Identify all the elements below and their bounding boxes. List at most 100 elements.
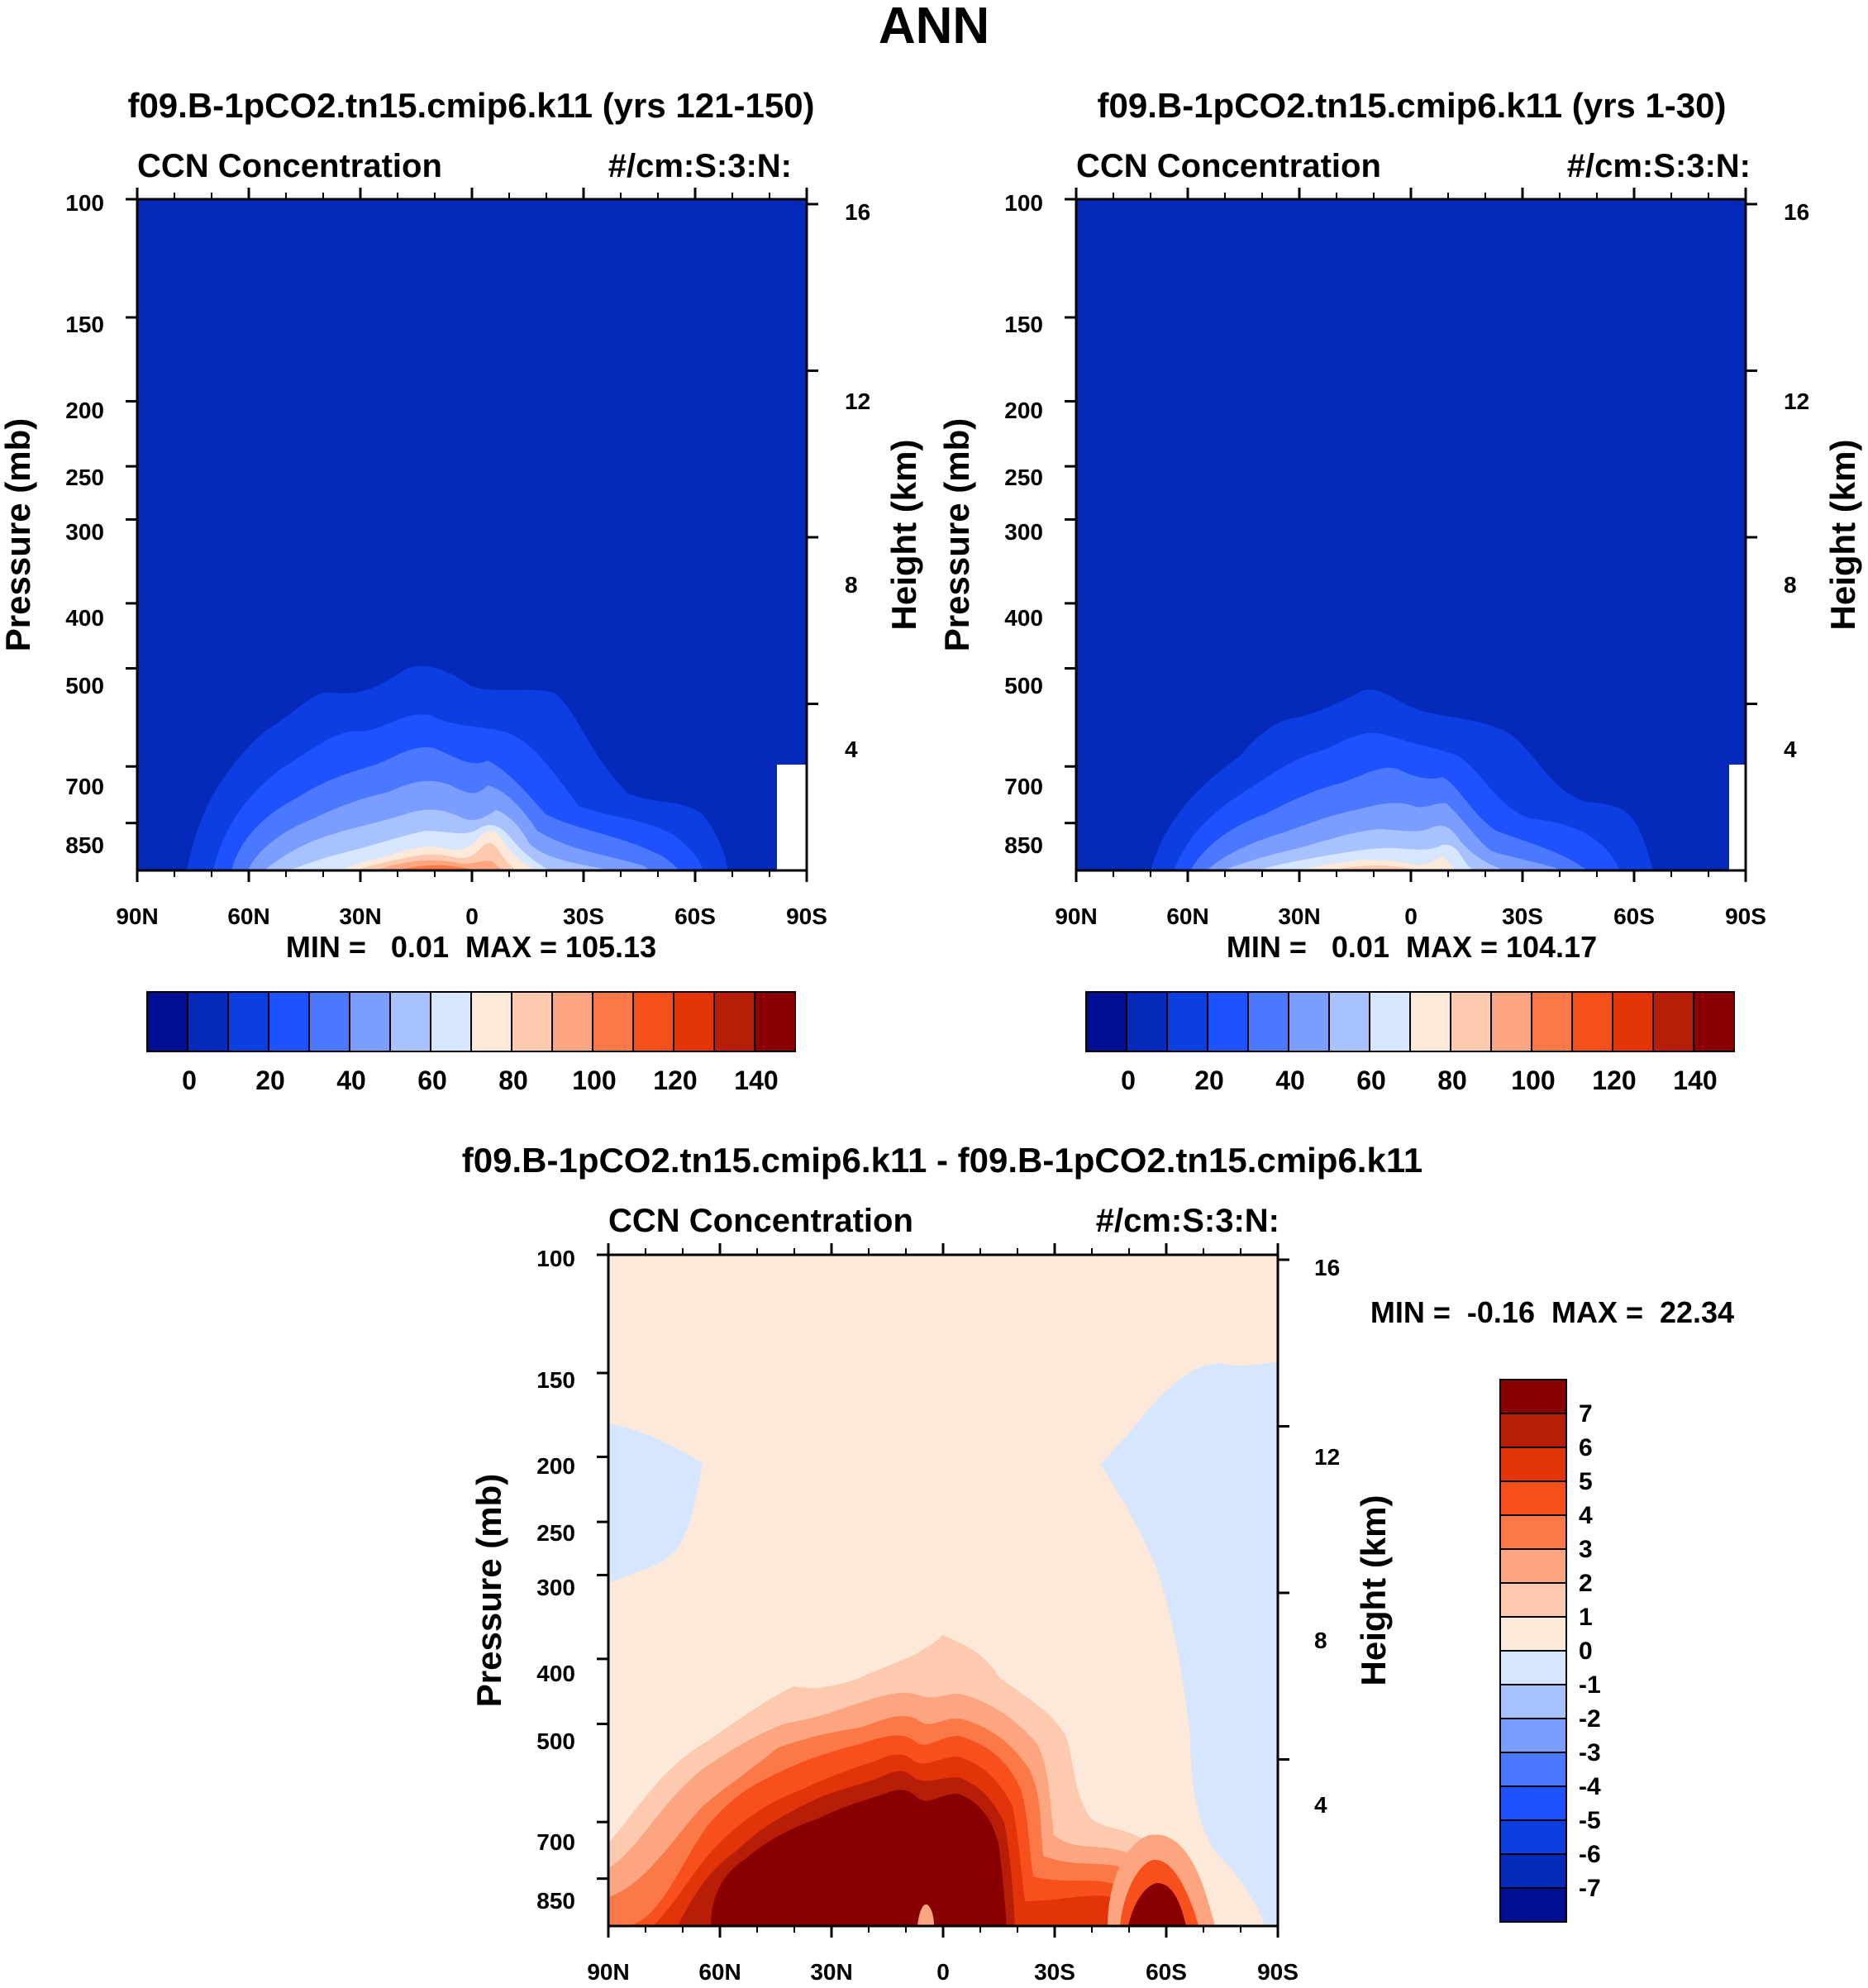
colorbar-swatch (349, 991, 391, 1052)
colorbar-label: -2 (1579, 1705, 1601, 1733)
colorbar-label: -7 (1579, 1875, 1601, 1902)
colorbar-label: 140 (1673, 1066, 1717, 1095)
colorbar-swatch (673, 991, 715, 1052)
y-tick-label: 150 (536, 1367, 575, 1393)
colorbar-swatch (1652, 991, 1694, 1052)
panel-3-title: f09.B-1pCO2.tn15.cmip6.k11 - f09.B-1pCO2… (462, 1141, 1422, 1180)
y-tick-label: 850 (536, 1888, 575, 1914)
colorbar-label: -5 (1579, 1807, 1601, 1834)
colorbar-swatch (1499, 1447, 1567, 1482)
colorbar-label: -1 (1579, 1671, 1601, 1699)
panel-1-colorbar (146, 991, 796, 1052)
y-tick-label: 100 (536, 1246, 575, 1271)
level-band (917, 1904, 934, 1926)
x-tick-label: 90S (786, 903, 827, 929)
colorbar-swatch (713, 991, 755, 1052)
colorbar-swatch (1499, 1480, 1567, 1516)
colorbar-label: 60 (417, 1066, 447, 1095)
y-tick-label: 150 (65, 312, 104, 337)
figure-title: ANN (879, 0, 989, 55)
colorbar-swatch (1499, 1548, 1567, 1584)
y-tick-label: 400 (65, 605, 104, 631)
colorbar-swatch (754, 991, 796, 1052)
colorbar-swatch (1085, 991, 1127, 1052)
colorbar-label: 4 (1579, 1502, 1593, 1529)
x-tick-label: 30N (339, 903, 381, 929)
colorbar-label: 20 (1194, 1066, 1224, 1095)
panel-1-contour-fill (137, 199, 807, 870)
level-band (608, 1423, 703, 1583)
colorbar-label: 20 (255, 1066, 285, 1095)
x-tick-label: 90N (587, 1959, 629, 1984)
colorbar-swatch (1450, 991, 1492, 1052)
level-band (1729, 765, 1746, 870)
colorbar-label: 0 (182, 1066, 197, 1095)
y-axis-title: Pressure (mb) (469, 1474, 508, 1707)
panel-1-min-max: MIN = 0.01 MAX = 105.13 (286, 930, 656, 964)
colorbar-swatch (1499, 1718, 1567, 1753)
panel-3-contour-fill (608, 1255, 1278, 1926)
level-band (777, 765, 807, 870)
colorbar-label: 60 (1356, 1066, 1386, 1095)
colorbar-swatch (1166, 991, 1208, 1052)
y-tick-label: 700 (536, 1829, 575, 1855)
x-tick-label: 30N (1278, 903, 1320, 929)
x-tick-label: 0 (1404, 903, 1418, 929)
colorbar-swatch (1499, 1379, 1567, 1414)
x-tick-label: 90N (1055, 903, 1097, 929)
colorbar-swatch (227, 991, 269, 1052)
x-tick-label: 0 (465, 903, 479, 929)
y-tick-label: 400 (536, 1661, 575, 1686)
colorbar-label: 80 (498, 1066, 528, 1095)
y2-tick-label: 8 (1784, 572, 1797, 598)
colorbar-swatch (1571, 991, 1613, 1052)
level-band (1298, 856, 1455, 870)
colorbar-swatch (1499, 1752, 1567, 1787)
panel-3-axis-ticks (597, 1243, 1289, 1938)
colorbar-label: 1 (1579, 1604, 1593, 1631)
colorbar-swatch (1409, 991, 1451, 1052)
y-tick-label: 400 (1004, 605, 1043, 631)
y-tick-label: 500 (65, 673, 104, 698)
colorbar-swatch (1126, 991, 1168, 1052)
y-tick-label: 150 (1004, 312, 1043, 337)
x-tick-label: 30S (1502, 903, 1543, 929)
colorbar-swatch (632, 991, 674, 1052)
x-tick-label: 60N (227, 903, 269, 929)
x-tick-label: 30S (563, 903, 604, 929)
y2-axis-title: Height (km) (884, 440, 923, 631)
level-band (1256, 844, 1475, 870)
y2-axis-title: Height (km) (1354, 1495, 1393, 1686)
colorbar-label: 40 (1275, 1066, 1305, 1095)
y-tick-label: 850 (1004, 832, 1043, 858)
x-tick-label: 30S (1034, 1959, 1075, 1984)
colorbar-label: 80 (1437, 1066, 1467, 1095)
colorbar-label: 3 (1579, 1536, 1593, 1563)
panel-3-variable-label: CCN Concentration (608, 1203, 913, 1239)
colorbar-swatch (1531, 991, 1573, 1052)
colorbar-swatch (268, 991, 310, 1052)
colorbar-swatch (1499, 1684, 1567, 1719)
y-tick-label: 700 (1004, 774, 1043, 799)
colorbar-label: -4 (1579, 1773, 1601, 1800)
colorbar-swatch (1612, 991, 1654, 1052)
y2-tick-label: 12 (845, 389, 870, 414)
x-tick-label: 90S (1725, 903, 1766, 929)
colorbar-label: -6 (1579, 1841, 1601, 1868)
colorbar-swatch (1490, 991, 1532, 1052)
colorbar-swatch (430, 991, 472, 1052)
y2-tick-label: 16 (1784, 199, 1809, 225)
colorbar-swatch (1207, 991, 1249, 1052)
y2-tick-label: 12 (1314, 1444, 1340, 1470)
panel-2-axis-ticks (1065, 188, 1757, 882)
colorbar-swatch (1499, 1853, 1567, 1889)
y-tick-label: 850 (65, 832, 104, 858)
panel-2-units-label: #/cm:S:3:N: (1567, 148, 1751, 184)
colorbar-swatch (1369, 991, 1411, 1052)
y-tick-label: 250 (65, 465, 104, 490)
colorbar-label: 120 (1592, 1066, 1636, 1095)
y2-tick-label: 16 (845, 199, 870, 225)
y-tick-label: 100 (65, 190, 104, 216)
panel-3-units-label: #/cm:S:3:N: (1096, 1203, 1279, 1239)
panel-2-variable-label: CCN Concentration (1076, 148, 1381, 184)
